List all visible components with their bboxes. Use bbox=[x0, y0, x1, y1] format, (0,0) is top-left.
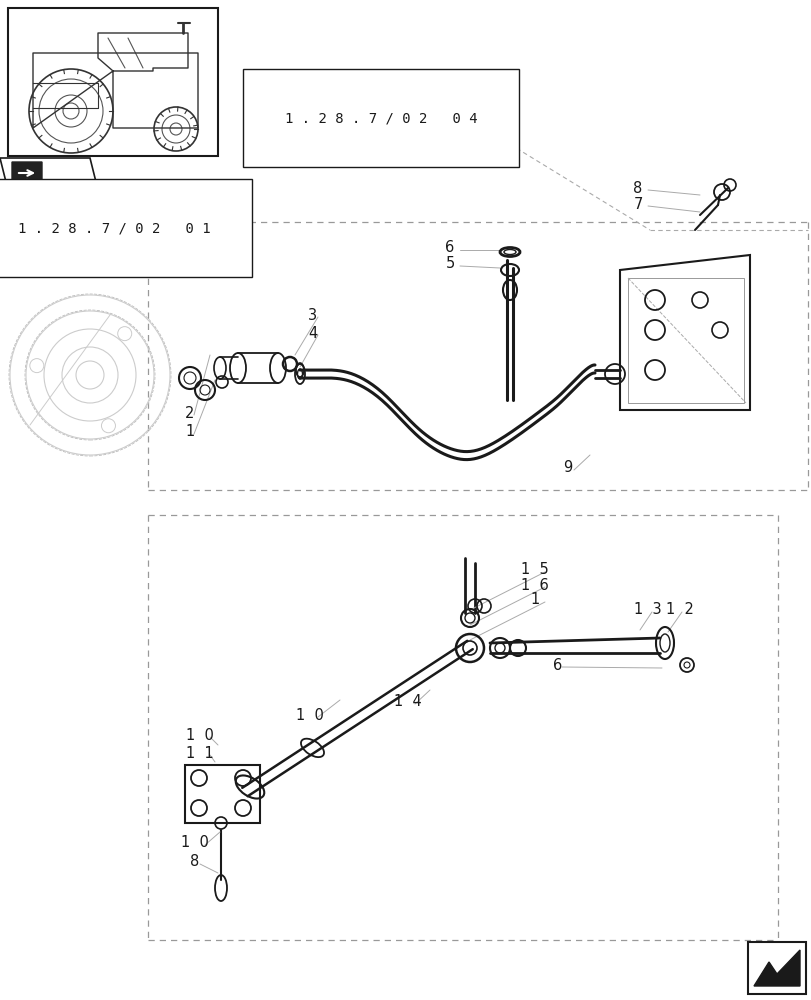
Polygon shape bbox=[12, 162, 42, 184]
Text: 4: 4 bbox=[308, 326, 317, 340]
Text: 1  0: 1 0 bbox=[296, 708, 324, 722]
Text: 1 . 2 8 . 7 / 0 2   0 1: 1 . 2 8 . 7 / 0 2 0 1 bbox=[18, 221, 210, 235]
Polygon shape bbox=[753, 950, 799, 986]
Text: 1: 1 bbox=[530, 592, 539, 607]
Bar bbox=[747, 942, 805, 994]
Bar bbox=[185, 765, 260, 823]
Text: 7: 7 bbox=[633, 197, 642, 212]
Text: 1  6: 1 6 bbox=[521, 578, 548, 592]
Bar bbox=[8, 8, 217, 156]
Text: 2: 2 bbox=[185, 406, 195, 420]
Text: 1  5: 1 5 bbox=[521, 562, 548, 578]
Text: 1  0: 1 0 bbox=[186, 727, 213, 742]
Text: 8: 8 bbox=[633, 181, 642, 196]
Text: 1 . 2 8 . 7 / 0 2   0 4: 1 . 2 8 . 7 / 0 2 0 4 bbox=[285, 111, 477, 125]
Text: 1  0: 1 0 bbox=[181, 835, 208, 850]
Text: 1: 1 bbox=[185, 424, 195, 440]
Text: 1  3: 1 3 bbox=[633, 602, 661, 617]
Text: 5: 5 bbox=[444, 256, 454, 271]
Text: 1  1: 1 1 bbox=[186, 745, 213, 760]
Text: 1  2: 1 2 bbox=[665, 602, 693, 617]
Text: 3: 3 bbox=[308, 308, 317, 322]
Text: 8: 8 bbox=[190, 854, 200, 869]
Text: 6: 6 bbox=[552, 658, 562, 672]
Text: 9: 9 bbox=[563, 460, 572, 476]
Text: 1  4: 1 4 bbox=[393, 694, 422, 710]
Bar bbox=[627, 278, 743, 403]
Text: 6: 6 bbox=[444, 240, 454, 255]
